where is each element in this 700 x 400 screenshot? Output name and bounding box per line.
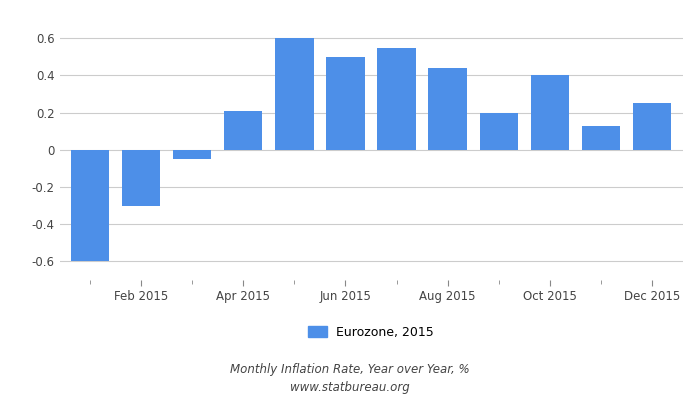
Bar <box>531 76 569 150</box>
Bar <box>173 150 211 159</box>
Legend: Eurozone, 2015: Eurozone, 2015 <box>308 326 434 339</box>
Bar <box>377 48 416 150</box>
Text: www.statbureau.org: www.statbureau.org <box>290 382 410 394</box>
Bar <box>224 111 262 150</box>
Bar <box>275 38 314 150</box>
Bar <box>122 150 160 206</box>
Bar <box>480 113 518 150</box>
Bar <box>633 103 671 150</box>
Bar <box>71 150 109 262</box>
Bar <box>326 57 365 150</box>
Bar <box>428 68 467 150</box>
Bar <box>582 126 620 150</box>
Text: Monthly Inflation Rate, Year over Year, %: Monthly Inflation Rate, Year over Year, … <box>230 364 470 376</box>
